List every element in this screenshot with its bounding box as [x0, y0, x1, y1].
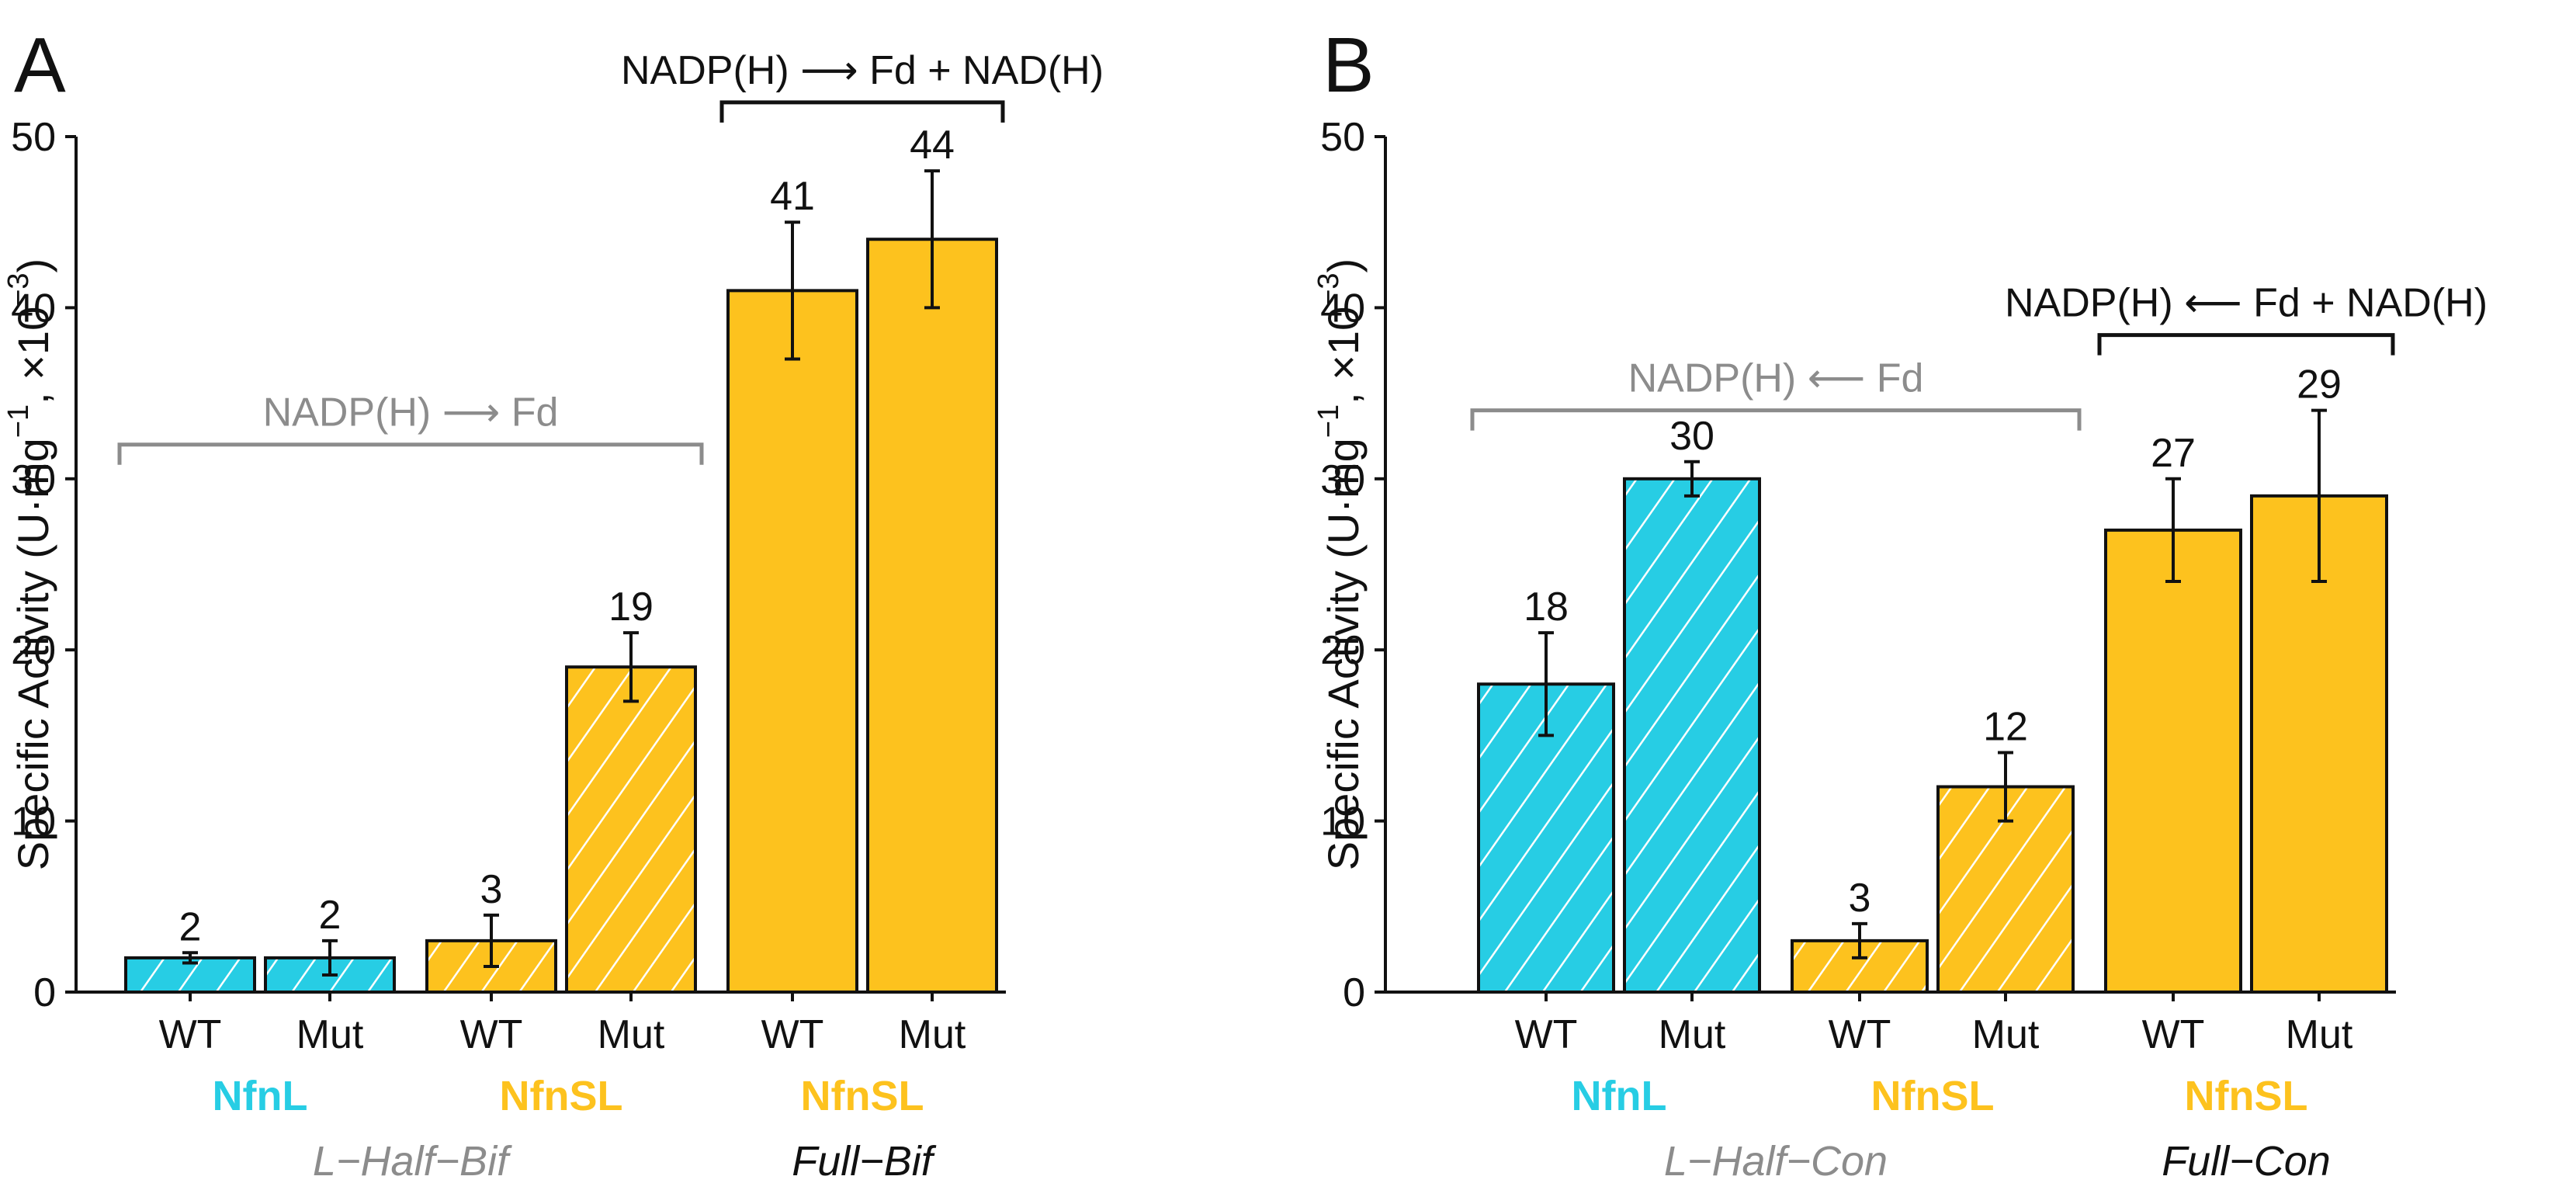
reaction-label: NADP(H) ⟶ Fd [263, 390, 559, 435]
y-axis-label: Specific Activity (U·mg−1, ×10−3) [1312, 258, 1368, 870]
y-tick-label: 40 [11, 286, 56, 331]
value-label: 18 [1524, 585, 1569, 630]
protein-label: NfnSL [1871, 1073, 1995, 1119]
value-label: 44 [910, 123, 955, 168]
y-tick-label: 20 [1320, 628, 1365, 673]
protein-label: NfnSL [801, 1073, 924, 1119]
panel-label: A [14, 22, 66, 109]
bar [726, 289, 858, 994]
value-label: 2 [319, 893, 342, 938]
category-label: WT [1515, 1012, 1578, 1057]
bar [1623, 477, 1761, 994]
bar [2104, 528, 2242, 994]
category-label: Mut [598, 1012, 665, 1057]
y-tick-label: 50 [11, 115, 56, 160]
category-label: WT [1829, 1012, 1891, 1057]
value-label: 27 [2151, 431, 2196, 476]
y-axis-label: Specific Activity (U·mg−1, ×10−3) [2, 258, 57, 870]
category-label: Mut [899, 1012, 966, 1057]
value-label: 3 [1849, 876, 1871, 921]
panel-a: A 0 10 20 30 40 50 Specific Activity (U·mg−1, ×… [2, 22, 1104, 1185]
y-tick-label: 10 [1320, 800, 1365, 845]
reaction-bracket [2097, 333, 2395, 356]
category-label: Mut [1659, 1012, 1726, 1057]
reaction-label: NADP(H) ⟵ Fd [1628, 356, 1924, 401]
bar [2250, 494, 2388, 994]
y-tick-label: 0 [1343, 970, 1365, 1015]
value-label: 3 [480, 867, 503, 912]
y-tick-label: 10 [11, 800, 56, 845]
reaction-bracket [1470, 408, 2082, 431]
y-tick-label: 50 [1320, 115, 1365, 160]
protein-label: NfnL [1572, 1073, 1667, 1119]
condition-label: Full−Bif [792, 1138, 937, 1185]
reaction-label: NADP(H) ⟵ Fd + NAD(H) [2005, 281, 2488, 326]
y-tick-label: 40 [1320, 286, 1365, 331]
value-label: 41 [770, 174, 815, 219]
condition-label: Full−Con [2162, 1138, 2331, 1185]
protein-label: NfnL [213, 1073, 308, 1119]
category-label: WT [159, 1012, 222, 1057]
y-tick-label: 0 [33, 970, 56, 1015]
panel-label: B [1323, 22, 1375, 109]
category-label: WT [460, 1012, 523, 1057]
bar [565, 665, 697, 994]
condition-label: L−Half−Bif [313, 1138, 512, 1185]
value-label: 29 [2297, 363, 2342, 408]
category-label: Mut [2286, 1012, 2353, 1057]
category-label: WT [2142, 1012, 2205, 1057]
y-tick-label: 20 [11, 628, 56, 673]
reaction-bracket [719, 100, 1005, 123]
condition-label: L−Half−Con [1664, 1138, 1888, 1185]
protein-label: NfnSL [2185, 1073, 2308, 1119]
protein-label: NfnSL [500, 1073, 623, 1119]
category-label: Mut [1972, 1012, 2040, 1057]
value-label: 2 [179, 904, 202, 949]
value-label: 12 [1983, 704, 2028, 749]
value-label: 19 [608, 585, 654, 630]
category-label: Mut [296, 1012, 364, 1057]
reaction-label: NADP(H) ⟶ Fd + NAD(H) [621, 48, 1104, 93]
panel-b: B 0 10 20 30 40 50 Specific Activity (U·mg−1, ×… [1312, 22, 2488, 1185]
value-label: 30 [1669, 414, 1714, 459]
y-tick-label: 30 [1320, 457, 1365, 502]
y-tick-label: 30 [11, 457, 56, 502]
category-label: WT [761, 1012, 824, 1057]
bar [866, 238, 998, 994]
reaction-bracket [117, 442, 704, 465]
